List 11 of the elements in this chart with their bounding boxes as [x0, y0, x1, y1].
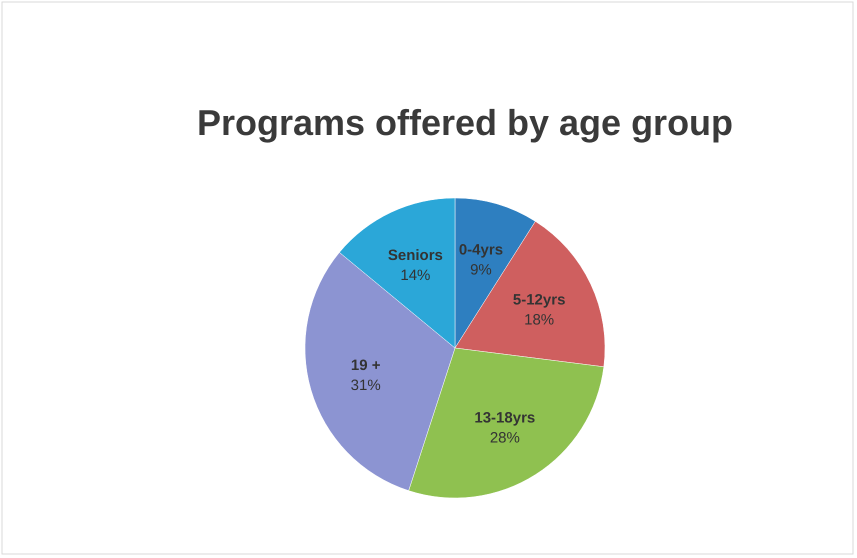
chart-title: Programs offered by age group [196, 102, 734, 143]
slice-label: 0-4yrs [458, 242, 504, 259]
data-label: 18% [524, 311, 554, 328]
data-label: 28% [490, 430, 520, 447]
data-label: 31% [350, 376, 381, 394]
slice-label: 19 + [350, 356, 381, 374]
slice-label: 5-12yrs [512, 291, 566, 308]
slice-label: Seniors [388, 246, 443, 264]
data-label: 14% [400, 266, 430, 284]
data-label: 9% [470, 262, 492, 279]
slice-label: 13-18yrs [474, 410, 536, 427]
